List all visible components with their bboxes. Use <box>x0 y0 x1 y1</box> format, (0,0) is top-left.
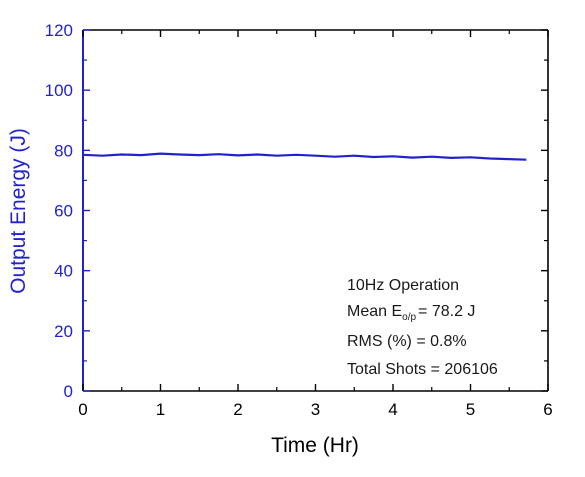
x-tick-label: 1 <box>156 400 165 419</box>
y-tick-label: 60 <box>54 202 73 221</box>
x-tick-label: 0 <box>78 400 87 419</box>
x-tick-label: 5 <box>466 400 475 419</box>
series-line-output-energy <box>82 152 527 161</box>
x-tick-label: 6 <box>543 400 552 419</box>
y-axis-title: Output Energy (J) <box>7 128 30 294</box>
y-tick-label: 120 <box>45 21 73 40</box>
x-ticks: 0 1 2 3 4 5 6 <box>78 30 553 419</box>
y-ticks: 0 20 40 60 80 100 120 <box>45 21 548 401</box>
annotation-total-shots: Total Shots = 206106 <box>347 361 498 378</box>
annotation-mean-prefix: Mean E <box>347 303 402 320</box>
annotation-mean: Mean Eo/p = 78.2 J <box>347 303 475 323</box>
annotation-operation: 10Hz Operation <box>347 277 459 294</box>
x-tick-label: 2 <box>233 400 242 419</box>
annotation-box: 10Hz Operation Mean Eo/p = 78.2 J RMS (%)… <box>347 277 498 378</box>
x-tick-label: 3 <box>311 400 320 419</box>
y-tick-label: 100 <box>45 81 73 100</box>
y-tick-label: 0 <box>64 382 73 401</box>
annotation-mean-subscript: o/p <box>402 312 416 323</box>
annotation-mean-value: = 78.2 J <box>418 303 475 320</box>
y-tick-label: 20 <box>54 322 73 341</box>
annotation-rms: RMS (%) = 0.8% <box>347 333 467 350</box>
y-tick-label: 40 <box>54 262 73 281</box>
x-axis-title: Time (Hr) <box>271 434 359 457</box>
x-tick-label: 4 <box>388 400 397 419</box>
y-tick-label: 80 <box>54 141 73 160</box>
